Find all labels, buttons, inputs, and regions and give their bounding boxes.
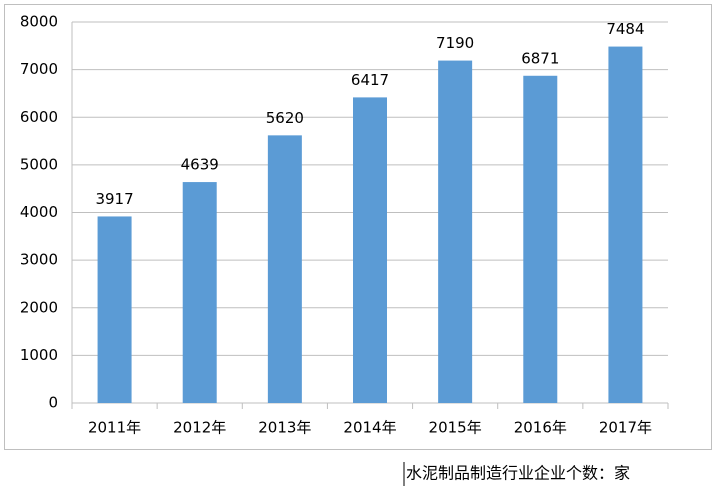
y-tick-label: 0 bbox=[48, 394, 58, 412]
y-tick-label: 6000 bbox=[20, 108, 58, 126]
bar bbox=[267, 135, 302, 403]
data-label: 6871 bbox=[521, 49, 559, 67]
x-tick-label: 2011年 bbox=[88, 419, 141, 437]
y-tick-label: 8000 bbox=[20, 13, 58, 31]
caption: 水泥制品制造行业企业个数：家 bbox=[406, 464, 630, 483]
data-label: 6417 bbox=[351, 71, 389, 89]
y-tick-label: 2000 bbox=[20, 298, 58, 316]
bar bbox=[97, 216, 132, 403]
data-label: 4639 bbox=[181, 156, 219, 174]
x-tick-label: 2016年 bbox=[514, 419, 567, 437]
data-label: 3917 bbox=[95, 190, 133, 208]
x-tick-label: 2012年 bbox=[173, 419, 226, 437]
y-tick-label: 1000 bbox=[20, 346, 58, 364]
x-tick-label: 2015年 bbox=[429, 419, 482, 437]
y-tick-label: 5000 bbox=[20, 155, 58, 173]
x-tick-label: 2014年 bbox=[343, 419, 396, 437]
y-tick-label: 4000 bbox=[20, 203, 58, 221]
x-tick-label: 2017年 bbox=[599, 419, 652, 437]
data-label: 7190 bbox=[436, 34, 474, 52]
x-tick-label: 2013年 bbox=[258, 419, 311, 437]
bar bbox=[523, 75, 558, 404]
bar bbox=[608, 46, 643, 404]
bar bbox=[438, 60, 473, 404]
bar bbox=[353, 97, 387, 403]
bar bbox=[182, 182, 217, 403]
y-tick-label: 7000 bbox=[20, 60, 58, 78]
data-label: 7484 bbox=[606, 20, 644, 38]
y-tick-label: 3000 bbox=[20, 251, 58, 269]
data-label: 5620 bbox=[266, 109, 304, 127]
